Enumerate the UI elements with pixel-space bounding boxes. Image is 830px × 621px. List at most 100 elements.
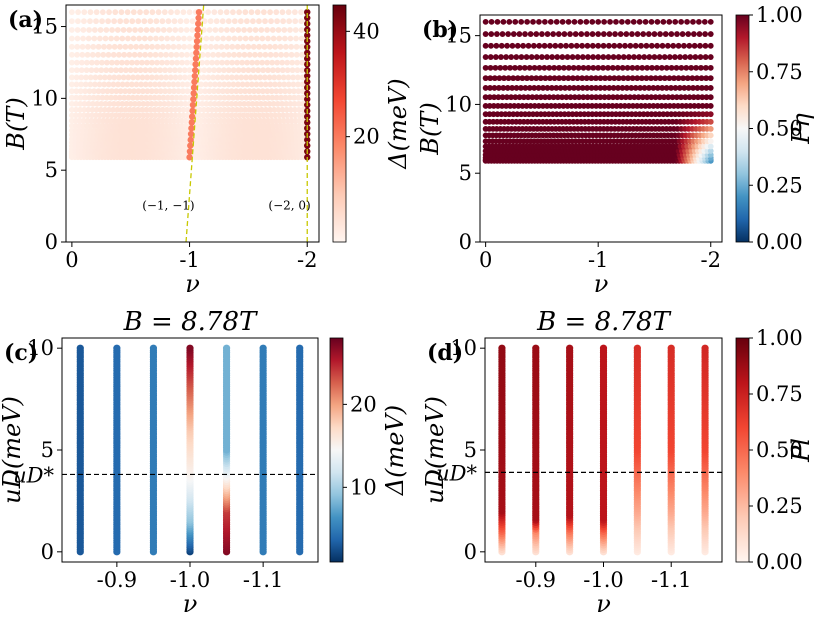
data-point <box>295 94 302 101</box>
data-point <box>707 132 714 139</box>
data-point <box>68 81 75 88</box>
data-point <box>589 31 596 37</box>
data-point <box>207 100 214 107</box>
data-point-gap <box>194 26 202 33</box>
data-point <box>79 51 86 58</box>
data-point <box>225 51 232 58</box>
data-point <box>205 106 212 113</box>
data-point <box>707 103 714 109</box>
data-point <box>240 112 247 119</box>
data-point <box>106 74 113 81</box>
data-point <box>664 42 671 49</box>
data-point <box>291 9 298 16</box>
data-point <box>224 74 231 81</box>
data-point <box>245 100 252 107</box>
data-point <box>583 18 590 25</box>
data-point <box>229 59 236 66</box>
data-point <box>230 106 236 113</box>
data-point <box>280 112 287 119</box>
data-point <box>248 35 255 42</box>
data-point <box>171 18 178 25</box>
data-point <box>249 100 256 107</box>
colorbar-tick-label: 0.75 <box>756 382 803 406</box>
data-point <box>291 100 298 107</box>
data-point <box>86 94 93 101</box>
data-point <box>83 67 90 74</box>
x-axis-label: ν <box>183 590 198 618</box>
data-point <box>95 94 101 101</box>
data-point <box>266 74 273 81</box>
data-point <box>677 54 683 60</box>
data-point <box>245 43 252 50</box>
data-point <box>678 18 685 25</box>
data-point <box>617 31 624 37</box>
data-point <box>610 54 617 60</box>
data-point <box>152 67 159 74</box>
data-point <box>224 43 230 50</box>
data-point <box>124 112 131 119</box>
data-point <box>252 94 258 101</box>
data-point <box>168 51 175 58</box>
y-tick-label: 5 <box>45 158 58 182</box>
data-point <box>696 31 703 37</box>
data-point-gap <box>189 107 196 115</box>
data-point <box>207 18 214 25</box>
data-point <box>566 344 574 352</box>
data-point <box>76 344 84 352</box>
data-point <box>186 74 193 81</box>
data-point <box>161 9 168 16</box>
data-point <box>518 54 525 60</box>
data-point <box>78 81 85 88</box>
data-point <box>557 42 564 49</box>
data-point <box>605 54 612 60</box>
data-point <box>613 18 619 25</box>
data-point <box>213 18 220 25</box>
data-point <box>75 9 81 16</box>
data-point <box>279 100 285 107</box>
data-point <box>547 42 553 49</box>
data-point <box>552 42 559 49</box>
data-point <box>522 31 528 37</box>
data-point-gap <box>191 78 198 86</box>
data-point <box>106 9 112 16</box>
data-point <box>110 81 117 88</box>
data-point <box>219 88 226 95</box>
data-point <box>122 67 129 74</box>
x-axis-label: ν <box>596 590 611 618</box>
data-point <box>239 59 246 66</box>
data-point <box>577 18 584 25</box>
panel-label: (c) <box>4 340 38 366</box>
data-point <box>179 88 186 95</box>
data-point <box>236 112 243 119</box>
data-point <box>134 59 140 66</box>
data-point <box>675 42 682 49</box>
data-point <box>78 67 85 74</box>
data-point <box>157 67 164 74</box>
data-point <box>643 42 650 49</box>
data-point-gap <box>188 119 196 126</box>
data-point <box>160 27 167 33</box>
data-point <box>228 100 235 107</box>
colorbar-tick-label: 0.00 <box>756 550 803 574</box>
data-point <box>214 35 221 42</box>
data-point <box>170 81 177 88</box>
data-point <box>250 67 257 74</box>
data-point <box>246 27 253 33</box>
x-tick-label: -2 <box>701 248 721 272</box>
data-point <box>169 94 176 101</box>
x-tick-label: -1.0 <box>583 568 624 592</box>
data-point <box>124 9 131 16</box>
data-point <box>168 106 174 113</box>
data-point <box>110 106 117 113</box>
data-point <box>223 27 230 33</box>
data-point <box>108 67 115 74</box>
data-point <box>701 18 708 25</box>
data-point <box>74 35 81 42</box>
data-point <box>214 74 221 81</box>
panel-b: 0 -1 -2051015νB(T)(b)0.000.250.500.751.00P… <box>416 3 815 298</box>
data-point <box>206 88 213 95</box>
data-point <box>229 74 235 81</box>
data-point <box>165 18 172 25</box>
data-point <box>149 344 158 352</box>
data-point <box>565 18 572 25</box>
